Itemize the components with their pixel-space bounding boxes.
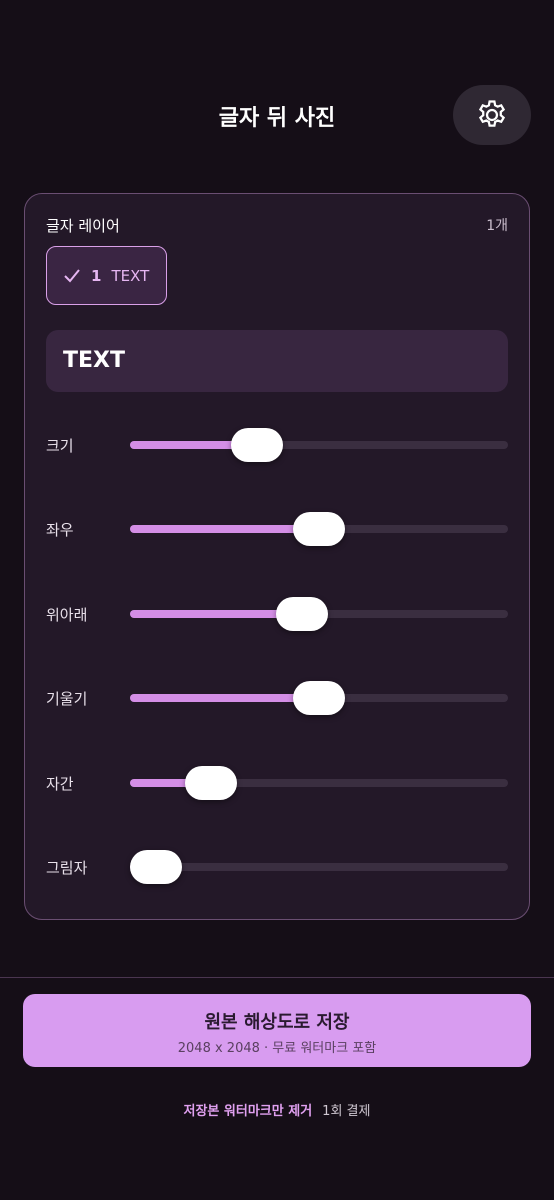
footer: 저장본 워터마크만 제거 1회 결제 (0, 1100, 554, 1119)
slider-thumb[interactable] (185, 766, 237, 800)
slider-label: 기울기 (46, 690, 88, 708)
save-subtitle: 2048 x 2048 · 무료 워터마크 포함 (177, 1041, 377, 1056)
layer-panel (24, 193, 530, 920)
slider-thumb[interactable] (293, 681, 345, 715)
slider-label: 좌우 (46, 521, 74, 539)
layer-text: TEXT (111, 266, 150, 285)
slider-track[interactable] (130, 779, 508, 787)
text-input[interactable]: TEXT (46, 330, 508, 392)
price: 1회 결제 (322, 1104, 371, 1119)
slider-thumb[interactable] (293, 512, 345, 546)
remove-watermark-link[interactable]: 저장본 워터마크만 제거 (183, 1104, 313, 1119)
gear-icon (478, 100, 506, 127)
layer-count: 1개 (486, 218, 508, 234)
slider-fill (130, 694, 319, 702)
input-value: TEXT (63, 348, 126, 373)
slider-label: 크기 (46, 437, 74, 455)
slider-thumb[interactable] (276, 597, 328, 631)
settings-button[interactable] (453, 85, 531, 145)
save-button[interactable]: 원본 해상도로 저장 2048 x 2048 · 무료 워터마크 포함 (23, 994, 531, 1067)
slider-label: 그림자 (46, 859, 88, 877)
slider-fill (130, 779, 211, 787)
layer-index: 1 (91, 266, 102, 285)
check-icon (64, 268, 80, 282)
slider-thumb[interactable] (130, 850, 182, 884)
layer-chip[interactable]: 1 TEXT (46, 246, 167, 305)
slider-track[interactable] (130, 863, 508, 871)
slider-fill (130, 441, 257, 449)
page-title: 글자 뒤 사진 (218, 106, 336, 131)
save-title: 원본 해상도로 저장 (204, 1012, 350, 1033)
panel-label: 글자 레이어 (46, 217, 120, 235)
slider-track[interactable] (130, 441, 508, 449)
divider (0, 977, 554, 978)
slider-thumb[interactable] (231, 428, 283, 462)
slider-fill (130, 525, 319, 533)
slider-label: 위아래 (46, 606, 88, 624)
slider-fill (130, 610, 302, 618)
slider-label: 자간 (46, 775, 74, 793)
